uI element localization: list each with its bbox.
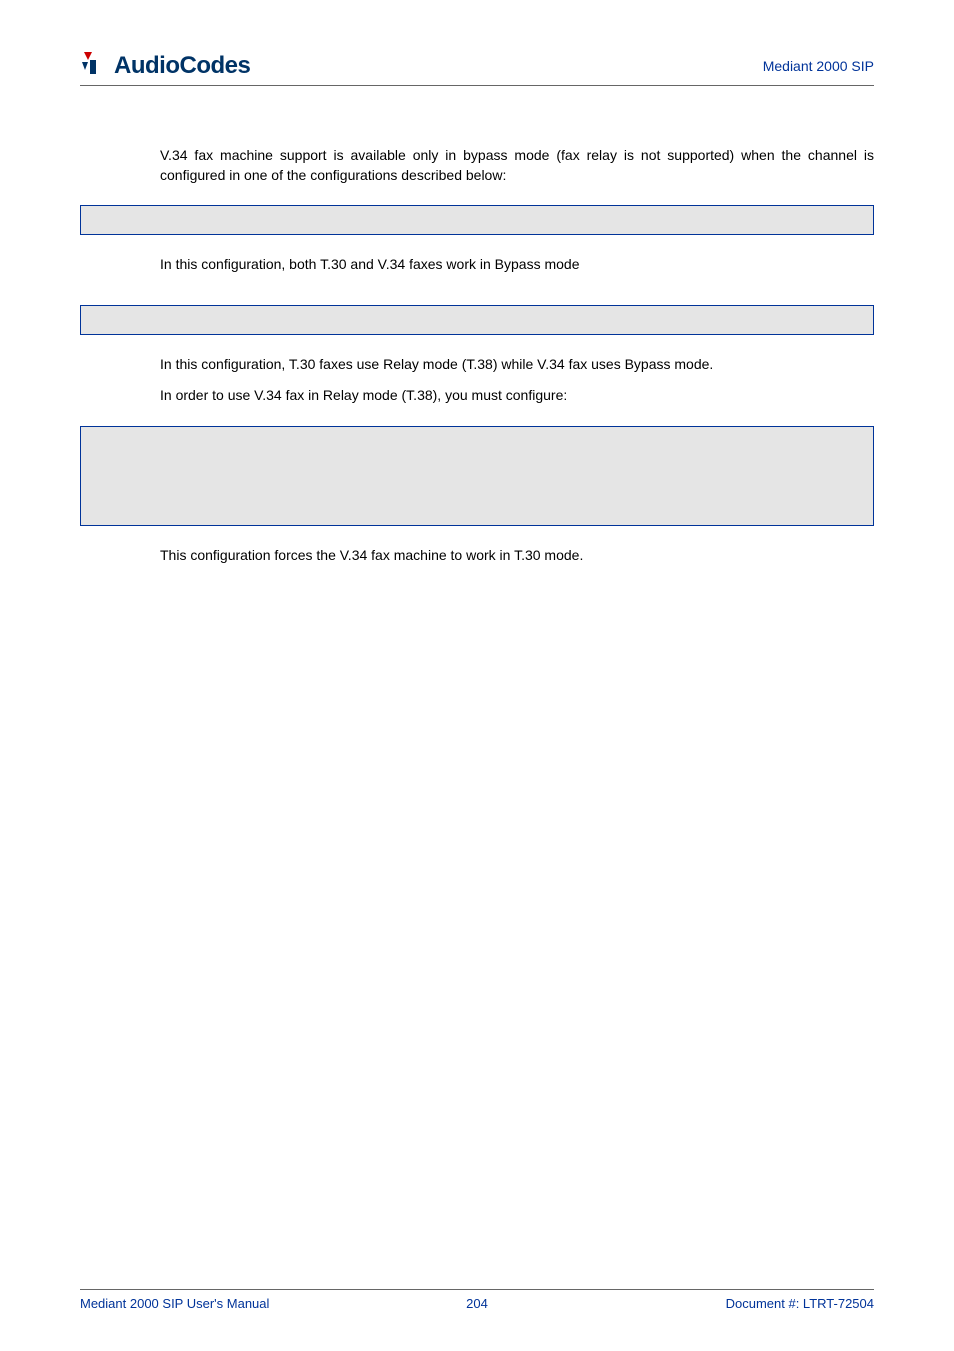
logo: AudioCodes [80, 50, 250, 81]
code-box-2 [80, 305, 874, 335]
logo-text: AudioCodes [114, 52, 250, 80]
logo-icon [80, 50, 110, 81]
page-footer: Mediant 2000 SIP User's Manual 204 Docum… [80, 1289, 874, 1311]
paragraph-intro: V.34 fax machine support is available on… [160, 146, 874, 185]
header-doc-title: Mediant 2000 SIP [763, 58, 874, 74]
footer-page-number: 204 [466, 1296, 488, 1311]
paragraph-config2: In this configuration, T.30 faxes use Re… [160, 355, 874, 375]
code-box-1 [80, 205, 874, 235]
logo-sub: Codes [179, 52, 250, 79]
paragraph-relay: In order to use V.34 fax in Relay mode (… [160, 386, 874, 406]
paragraph-config1: In this configuration, both T.30 and V.3… [160, 255, 874, 275]
footer-left: Mediant 2000 SIP User's Manual [80, 1296, 269, 1311]
page-header: AudioCodes Mediant 2000 SIP [80, 50, 874, 86]
paragraph-force: This configuration forces the V.34 fax m… [160, 546, 874, 566]
footer-right: Document #: LTRT-72504 [726, 1296, 874, 1311]
code-box-3 [80, 426, 874, 526]
logo-main: Audio [114, 52, 179, 79]
content-area: V.34 fax machine support is available on… [80, 146, 874, 185]
